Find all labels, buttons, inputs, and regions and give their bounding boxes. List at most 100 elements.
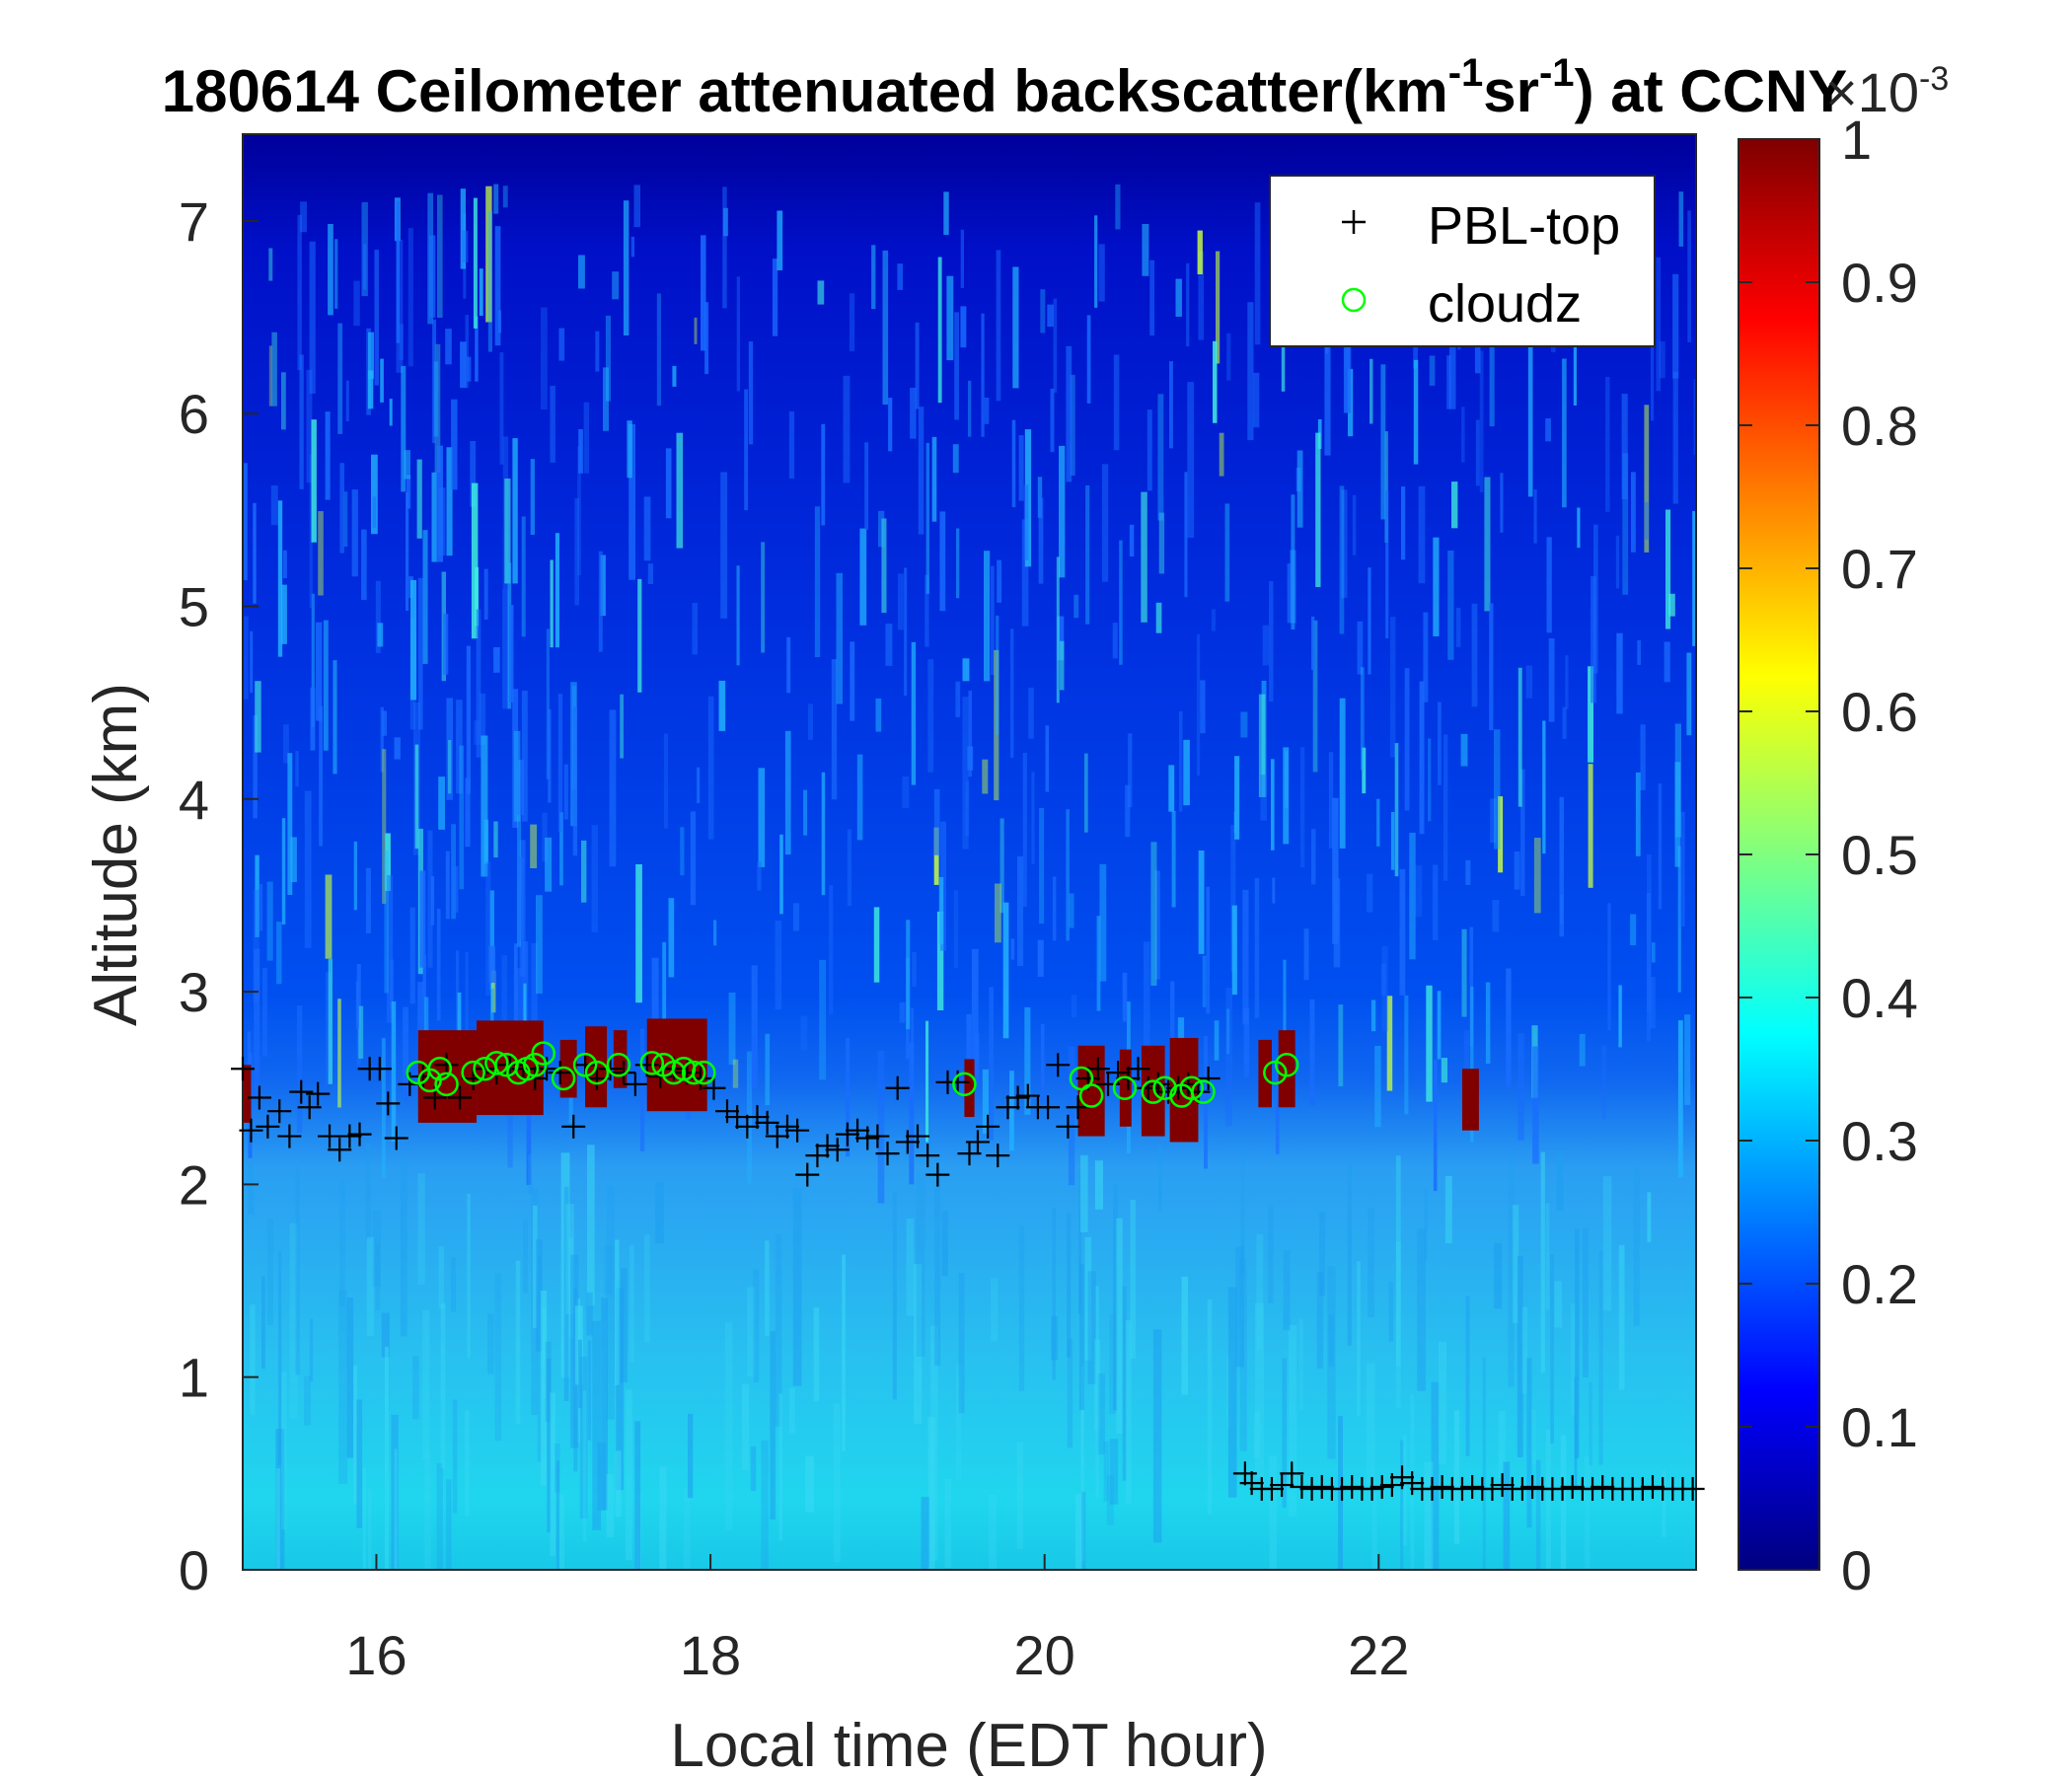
- texture-streak: [1490, 798, 1497, 844]
- texture-streak: [1438, 702, 1442, 785]
- texture-streak: [1101, 464, 1109, 582]
- texture-streak: [1309, 999, 1315, 1106]
- texture-streak: [1400, 1440, 1404, 1570]
- texture-streak: [1158, 512, 1165, 574]
- texture-streak: [707, 696, 714, 840]
- texture-streak: [545, 837, 553, 892]
- texture-streak: [668, 898, 675, 978]
- texture-streak: [287, 753, 293, 895]
- texture-streak: [501, 955, 507, 1043]
- texture-streak: [1040, 289, 1046, 333]
- texture-streak: [467, 1193, 471, 1359]
- texture-streak: [1179, 710, 1183, 812]
- pbl-top-marker: [1560, 1475, 1585, 1500]
- texture-streak: [1533, 489, 1537, 544]
- texture-streak: [1154, 870, 1160, 980]
- texture-streak: [1647, 1192, 1652, 1242]
- texture-streak: [1413, 359, 1419, 465]
- texture-streak: [493, 821, 498, 858]
- texture-streak: [1094, 1339, 1100, 1432]
- texture-streak: [409, 907, 415, 1004]
- texture-streak: [1380, 364, 1386, 520]
- texture-streak: [1426, 985, 1433, 1102]
- texture-streak: [1268, 1205, 1274, 1304]
- texture-streak: [1097, 1372, 1105, 1455]
- texture-streak: [536, 1239, 543, 1352]
- texture-streak: [386, 875, 394, 1023]
- texture-streak: [999, 818, 1004, 914]
- texture-streak: [927, 1417, 935, 1570]
- y-tick-label: 6: [179, 383, 209, 445]
- texture-streak: [417, 577, 423, 730]
- texture-streak: [483, 568, 488, 620]
- texture-streak: [718, 680, 726, 731]
- pbl-top-marker: [1085, 1057, 1110, 1081]
- texture-streak: [451, 399, 458, 490]
- texture-streak: [954, 312, 959, 420]
- texture-streak: [259, 883, 263, 931]
- colorbar-tick-label: 0.5: [1841, 824, 1918, 886]
- texture-streak: [965, 780, 970, 837]
- texture-streak: [1465, 1295, 1470, 1456]
- texture-streak: [1207, 1299, 1213, 1515]
- texture-streak: [875, 698, 882, 732]
- texture-streak: [1357, 1261, 1361, 1417]
- texture-streak: [253, 889, 259, 1003]
- pbl-top-marker: [561, 1114, 586, 1139]
- texture-streak: [1269, 1455, 1278, 1570]
- cloudz-marker: [1274, 1053, 1299, 1077]
- texture-streak: [595, 331, 600, 372]
- texture-streak: [1115, 184, 1121, 230]
- texture-streak: [1129, 524, 1135, 556]
- texture-streak: [1303, 928, 1309, 981]
- pbl-top-marker: [239, 1118, 263, 1143]
- texture-streak: [1067, 1338, 1073, 1448]
- texture-streak: [1023, 484, 1029, 560]
- texture-streak: [499, 352, 504, 465]
- texture-streak: [473, 197, 478, 329]
- texture-streak: [1202, 955, 1207, 1007]
- pbl-top-marker: [598, 1057, 623, 1081]
- texture-streak: [577, 446, 581, 576]
- texture-streak: [504, 479, 511, 584]
- texture-streak: [984, 398, 990, 424]
- texture-streak: [817, 280, 825, 305]
- texture-streak: [724, 1322, 733, 1530]
- texture-streak: [1018, 435, 1024, 501]
- texture-streak: [1431, 1381, 1440, 1570]
- texture-streak: [1370, 999, 1376, 1032]
- texture-streak: [1692, 510, 1696, 646]
- texture-streak: [1526, 1358, 1532, 1528]
- pbl-top-marker: [1046, 1053, 1071, 1077]
- texture-streak: [1517, 667, 1522, 807]
- texture-streak: [1254, 877, 1260, 1018]
- texture-streak: [1069, 893, 1074, 928]
- texture-streak: [962, 658, 970, 682]
- texture-streak: [656, 293, 661, 407]
- cloud-block: [243, 1065, 252, 1123]
- texture-streak: [1312, 620, 1318, 773]
- texture-streak: [416, 459, 422, 539]
- cloudz-marker: [1191, 1079, 1216, 1104]
- y-tick-label: 4: [179, 769, 209, 831]
- texture-streak: [1341, 489, 1348, 598]
- texture-streak: [1415, 864, 1423, 918]
- texture-streak: [552, 1409, 555, 1469]
- texture-streak: [255, 681, 261, 753]
- texture-streak: [871, 245, 876, 310]
- pbl-top-marker: [925, 1162, 950, 1187]
- legend-box: [1269, 175, 1656, 347]
- texture-streak: [1362, 747, 1367, 794]
- texture-streak: [1028, 687, 1034, 739]
- texture-streak: [1125, 784, 1131, 838]
- pbl-top-marker: [328, 1138, 352, 1162]
- texture-streak: [943, 191, 949, 236]
- texture-streak: [629, 424, 635, 580]
- texture-streak: [574, 497, 579, 606]
- texture-streak: [701, 235, 706, 351]
- texture-streak: [938, 876, 944, 945]
- cloudz-marker: [584, 1060, 610, 1085]
- texture-streak: [1662, 1470, 1666, 1537]
- texture-streak: [1031, 772, 1035, 864]
